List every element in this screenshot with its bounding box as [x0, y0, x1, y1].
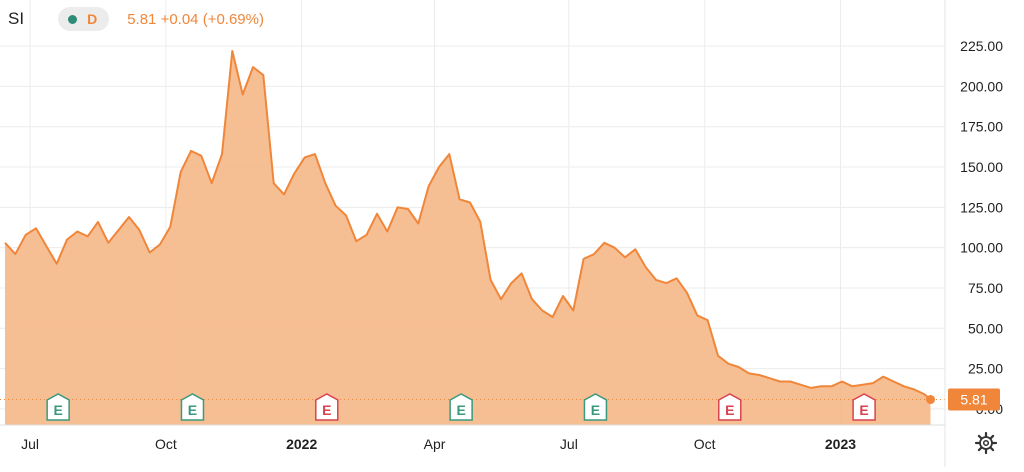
- earnings-marker[interactable]: E: [449, 393, 473, 421]
- earnings-marker-label: E: [322, 402, 331, 418]
- price-change-pct: (+0.69%): [202, 10, 264, 28]
- x-tick-label: Jul: [21, 436, 39, 452]
- y-tick-label: 25.00: [968, 361, 1003, 377]
- quote-readout: 5.81 +0.04 (+0.69%): [127, 11, 264, 28]
- symbol-label[interactable]: SI: [8, 9, 25, 28]
- earnings-marker-shape: [449, 393, 473, 421]
- y-tick-label: 125.00: [960, 199, 1003, 215]
- price-area: [5, 51, 931, 425]
- status-pill[interactable]: D: [58, 7, 110, 31]
- interval-label: D: [87, 11, 98, 27]
- y-tick-label: 225.00: [960, 38, 1003, 54]
- last-price-badge: 5.81: [948, 388, 1000, 411]
- x-axis: Jul Oct 2022 Apr Jul Oct 2023: [0, 0, 946, 467]
- x-tick-label: Oct: [694, 436, 716, 452]
- earnings-marker-label: E: [188, 402, 197, 418]
- earnings-marker-label: E: [53, 402, 62, 418]
- last-price-dot: [926, 395, 936, 405]
- last-price-badge-bg: [948, 388, 1000, 411]
- x-tick-label: 2022: [286, 436, 317, 452]
- x-tick-label: Apr: [424, 436, 446, 452]
- earnings-marker[interactable]: E: [315, 393, 339, 421]
- price-line: [4, 50, 932, 401]
- earnings-marker[interactable]: E: [852, 393, 876, 421]
- chart-header: SI D 5.81 +0.04 (+0.69%): [8, 6, 264, 32]
- y-tick-label: 75.00: [968, 280, 1003, 296]
- price-change: +0.04: [160, 10, 199, 28]
- y-tick-label: 50.00: [968, 320, 1003, 336]
- y-tick-label: 200.00: [960, 78, 1003, 94]
- y-tick-label: 100.00: [960, 240, 1003, 256]
- earnings-marker-shape: [46, 393, 70, 421]
- y-tick-label: 175.00: [960, 119, 1003, 135]
- earnings-marker-shape: [180, 393, 205, 421]
- x-tick-label: Jul: [560, 436, 578, 452]
- x-tick-label: Oct: [155, 436, 177, 452]
- gear-hub: [982, 439, 990, 447]
- earnings-marker-shape: [315, 393, 339, 421]
- earnings-marker-label: E: [591, 402, 600, 418]
- y-tick-label: 150.00: [960, 159, 1003, 175]
- market-status-dot: [68, 14, 78, 24]
- price-value: 5.81: [127, 10, 157, 28]
- earnings-marker-label: E: [725, 402, 734, 418]
- earnings-marker[interactable]: E: [718, 393, 742, 421]
- earnings-marker-shape: [852, 393, 876, 421]
- earnings-marker-label: E: [859, 402, 868, 418]
- x-tick-label: 2023: [825, 436, 856, 452]
- earnings-marker-label: E: [456, 402, 465, 418]
- earnings-marker[interactable]: E: [583, 393, 608, 421]
- last-price-label: 5.81: [960, 392, 987, 408]
- earnings-marker-shape: [718, 393, 742, 421]
- earnings-marker[interactable]: E: [180, 393, 205, 421]
- earnings-marker-shape: [583, 393, 608, 421]
- gear-icon[interactable]: [974, 431, 998, 455]
- y-axis: 225.00 200.00 175.00 150.00 125.00 100.00 75.0…: [960, 38, 1003, 417]
- earnings-marker[interactable]: E: [46, 393, 70, 421]
